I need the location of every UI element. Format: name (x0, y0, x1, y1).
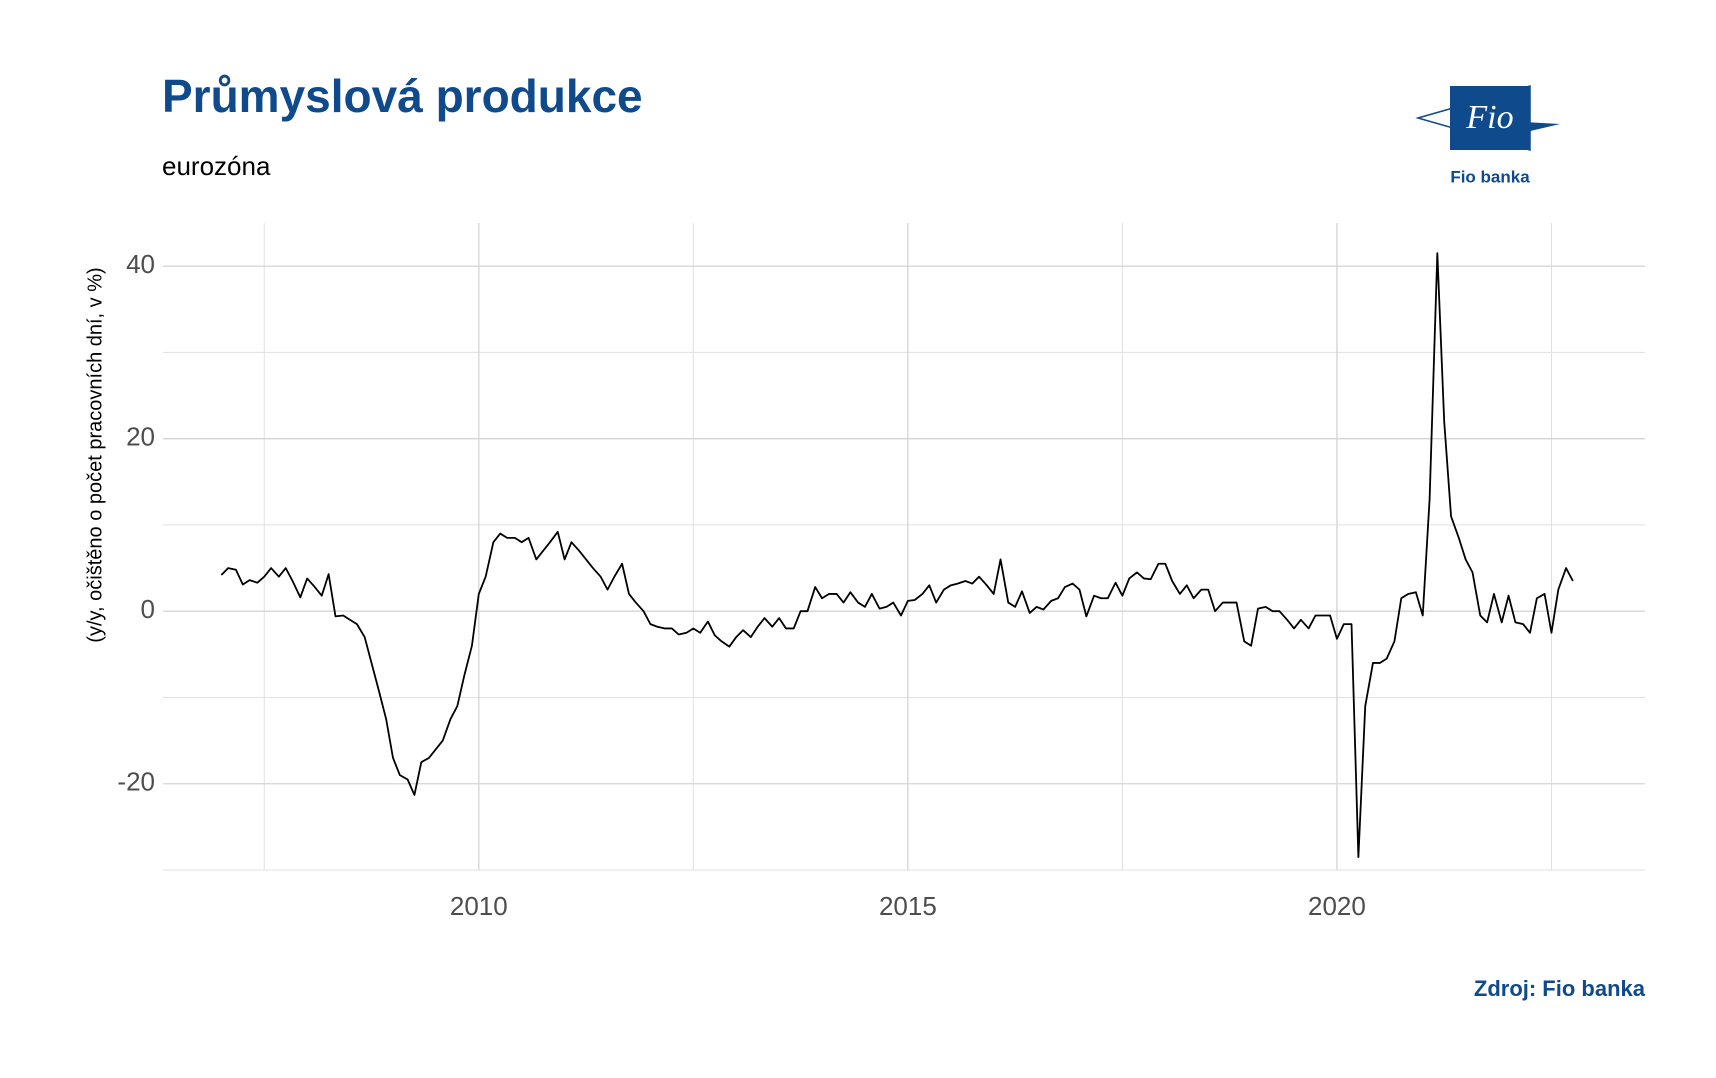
logo-mark: Fio (1465, 99, 1513, 136)
logo-box (1450, 86, 1530, 150)
logo: Fio Fio banka (1415, 85, 1560, 186)
x-tick-label: 2015 (879, 891, 937, 921)
y-tick-label: 40 (126, 249, 155, 279)
y-axis-label: (y/y, očištěno o počet pracovních dní, v… (84, 267, 106, 642)
plot-area: 2010 2015 2020 -20 0 20 40 (117, 249, 1574, 921)
source: Zdroj: Fio banka (1474, 976, 1646, 1001)
y-tick-label: 0 (141, 594, 155, 624)
y-tick-label: 20 (126, 422, 155, 452)
x-tick-label: 2020 (1308, 891, 1366, 921)
x-tick-label: 2010 (450, 891, 508, 921)
logo-name: Fio banka (1450, 167, 1530, 186)
chart-subtitle: eurozóna (162, 151, 271, 181)
y-tick-label: -20 (117, 767, 155, 797)
line (220, 252, 1574, 858)
chart-title: Průmyslová produkce (162, 70, 643, 122)
